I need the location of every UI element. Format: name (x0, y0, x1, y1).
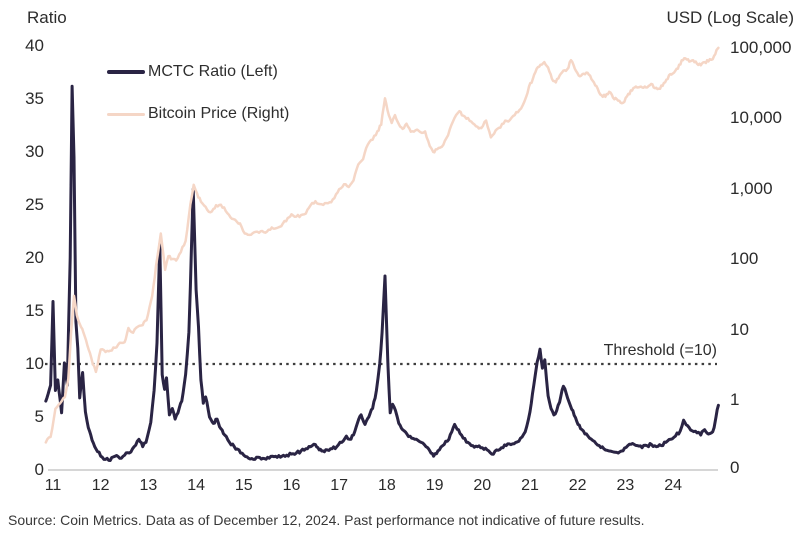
x-axis-tick-label: 20 (473, 477, 492, 494)
left-axis-tick-label: 10 (25, 354, 44, 373)
bitcoin-price-line (44, 46, 720, 444)
right-axis-tick-label: 100 (730, 249, 759, 268)
right-axis-tick-label: 10 (730, 319, 749, 339)
left-axis-tick-label: 25 (25, 195, 44, 214)
x-axis-tick-label: 19 (425, 477, 444, 494)
legend-label-mctc-ratio: MCTC Ratio (Left) (148, 63, 278, 80)
legend-item-bitcoin-price: Bitcoin Price (Right) (107, 102, 289, 126)
right-axis-tick-label: 1 (730, 390, 740, 409)
x-axis-tick-label: 11 (44, 477, 62, 494)
left-axis-tick-label: 15 (25, 301, 44, 320)
left-axis-tick-label: 20 (25, 248, 44, 267)
mctc-ratio-line (44, 84, 720, 462)
x-axis-tick-label: 12 (91, 477, 110, 494)
left-axis-tick-label: 40 (25, 36, 44, 55)
right-axis-tick-label: 100,000 (730, 37, 792, 57)
left-axis-tick-label: 5 (34, 407, 44, 426)
x-axis-tick-label: 21 (521, 477, 539, 494)
x-axis-tick-label: 16 (282, 477, 301, 494)
x-axis-tick-label: 22 (568, 477, 587, 494)
mctc-ratio-line-swatch (107, 70, 145, 74)
x-axis-tick-label: 15 (234, 477, 253, 494)
left-axis-tick-label: 35 (25, 89, 44, 108)
legend: MCTC Ratio (Left) Bitcoin Price (Right) (107, 60, 289, 144)
x-axis-tick-label: 23 (616, 477, 635, 494)
right-axis-tick-label: 0 (730, 458, 740, 477)
x-axis-tick-label: 13 (139, 477, 158, 494)
left-axis-tick-label: 30 (25, 142, 44, 161)
left-axis-title: Ratio (27, 8, 67, 27)
legend-item-mctc-ratio: MCTC Ratio (Left) (107, 60, 289, 84)
right-axis-tick-label: 1,000 (730, 178, 773, 198)
legend-label-bitcoin-price: Bitcoin Price (Right) (148, 105, 290, 122)
x-axis-tick-label: 17 (330, 477, 349, 494)
x-axis-tick-label: 24 (664, 477, 682, 494)
bitcoin-price-line-swatch (107, 112, 145, 116)
left-axis-tick-label: 0 (34, 460, 44, 479)
x-axis-tick-label: 14 (187, 477, 205, 494)
right-axis-tick-label: 10,000 (730, 108, 782, 127)
threshold-label: Threshold (=10) (603, 342, 717, 359)
x-axis-tick-label: 18 (377, 477, 396, 494)
source-note: Source: Coin Metrics. Data as of Decembe… (8, 512, 645, 528)
right-axis-title: USD (Log Scale) (666, 8, 794, 27)
